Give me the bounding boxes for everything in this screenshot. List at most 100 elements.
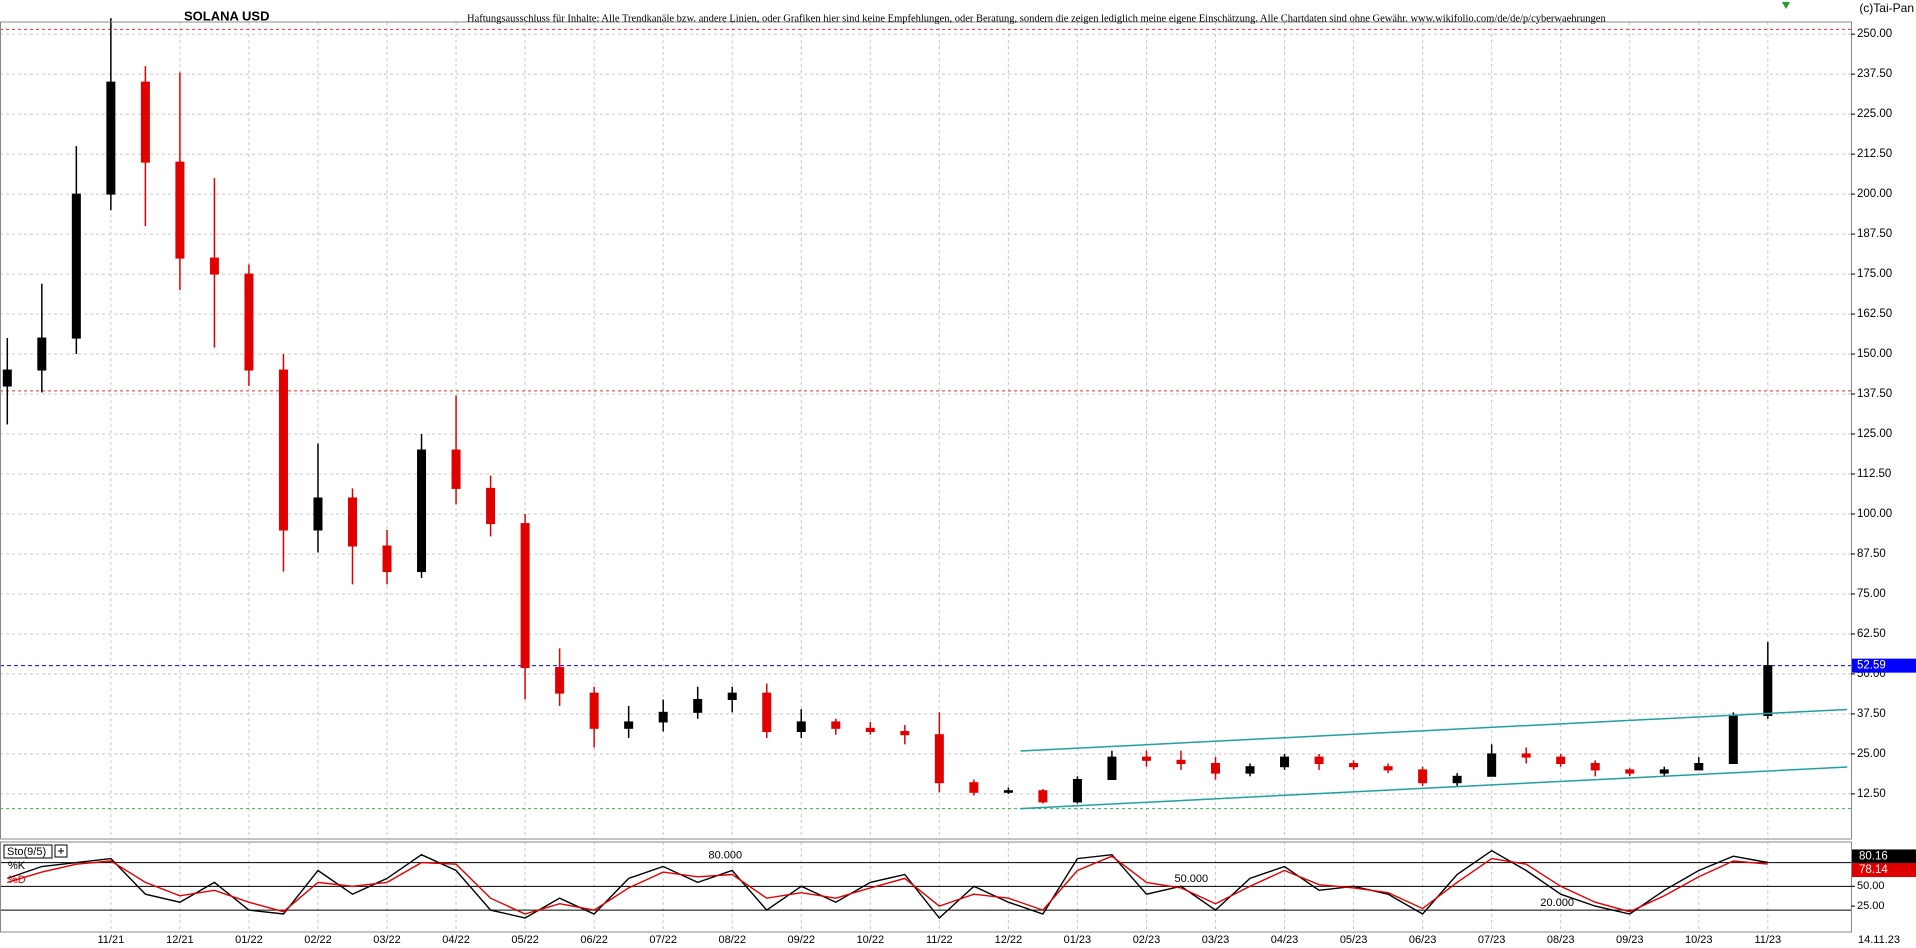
candle-body — [969, 782, 979, 793]
candle-body — [451, 449, 461, 489]
main-pane-frame — [0, 21, 1852, 840]
value-box-label: 78.14 — [1859, 864, 1888, 876]
candle-body — [313, 497, 323, 531]
x-tick-label: 11/22 — [926, 934, 953, 946]
candle-body — [555, 667, 565, 694]
x-tick-label: 11/21 — [98, 934, 125, 946]
y-tick-label: 162.50 — [1857, 308, 1892, 320]
x-tick-label: 10/22 — [857, 934, 885, 946]
y-tick-label: 75.00 — [1857, 588, 1886, 600]
x-tick-label: 07/23 — [1478, 934, 1506, 946]
y-tick-label: 150.00 — [1857, 348, 1892, 360]
y-tick-label: 187.50 — [1857, 228, 1892, 240]
candle-body — [71, 193, 81, 339]
chart-title: SOLANA USD — [184, 8, 269, 23]
level-label: 80.000 — [708, 849, 742, 861]
y-tick-label: 25.00 — [1857, 900, 1885, 912]
y-tick-label: 87.50 — [1857, 548, 1886, 560]
candle-body — [831, 721, 841, 729]
candle-body — [106, 81, 116, 195]
candle-body — [37, 337, 47, 371]
indicator-title: Sto(9/5) — [7, 846, 46, 858]
candle-body — [382, 545, 392, 573]
x-tick-label: 04/22 — [442, 934, 470, 946]
y-tick-label: 200.00 — [1857, 188, 1892, 200]
grid-layer — [0, 22, 1851, 932]
candle-body — [658, 711, 668, 723]
x-tick-label: 01/22 — [235, 934, 263, 946]
y-tick-label: 12.50 — [1857, 788, 1886, 800]
candle-body — [486, 487, 496, 525]
x-tick-label: 03/23 — [1202, 934, 1230, 946]
y-tick-label: 250.00 — [1857, 28, 1892, 40]
candle-body — [1003, 790, 1013, 793]
candle-body — [796, 721, 806, 733]
x-tick-label: 05/22 — [511, 934, 539, 946]
candle-body — [520, 523, 530, 669]
candle-body — [1418, 769, 1428, 784]
y-tick-label: 237.50 — [1857, 68, 1892, 80]
candle-body — [1176, 759, 1186, 765]
disclaimer: Haftungsausschluss für Inhalte: Alle Tre… — [467, 13, 1606, 24]
candle-body — [140, 81, 150, 163]
plus-icon — [58, 848, 64, 854]
y-tick-label: 50.00 — [1857, 880, 1885, 892]
x-tick-label: 07/22 — [649, 934, 677, 946]
candle-body — [934, 734, 944, 784]
candle-body — [762, 692, 772, 733]
x-tick-label: 06/23 — [1409, 934, 1437, 946]
x-tick-label: 05/23 — [1340, 934, 1368, 946]
stochastic-line — [7, 849, 1768, 920]
credit: (c)Tai-Pan — [1859, 1, 1914, 15]
x-tick-label: 06/22 — [580, 934, 608, 946]
candle-body — [1728, 715, 1738, 765]
candle-body — [1072, 779, 1082, 803]
candle-body — [1314, 756, 1324, 765]
x-tick-label: 09/22 — [787, 934, 815, 946]
x-tick-label: 10/23 — [1685, 934, 1713, 946]
candle-body — [1487, 753, 1497, 777]
x-tick-label: 02/23 — [1133, 934, 1161, 946]
candle-body — [1211, 763, 1220, 774]
last-date: 14.11.23 — [1858, 934, 1900, 946]
sub-pane-frame — [0, 841, 1852, 933]
trend-line — [1020, 766, 1848, 810]
candle-body — [417, 449, 427, 573]
y-tick-label: 62.50 — [1857, 628, 1886, 640]
legend-entry: %D — [8, 874, 26, 886]
y-tick-label: 25.00 — [1857, 748, 1886, 760]
candle-body — [1383, 766, 1393, 771]
candle-body — [589, 692, 599, 729]
candle-body — [209, 257, 219, 275]
x-tick-label: 08/23 — [1547, 934, 1575, 946]
y-tick-label: 125.00 — [1857, 428, 1892, 440]
candle-body — [278, 369, 288, 531]
y-tick-label: 175.00 — [1857, 268, 1892, 280]
value-box — [1852, 863, 1916, 878]
y-tick-label: 100.00 — [1857, 508, 1892, 520]
candle-body — [1141, 756, 1151, 761]
candle-body — [865, 727, 875, 733]
y-tick-label: 112.50 — [1857, 468, 1891, 480]
x-tick-label: 12/21 — [166, 934, 194, 946]
candle-body — [1452, 775, 1462, 784]
candle-body — [2, 369, 12, 387]
candle-body — [1349, 763, 1359, 768]
x-tick-label: 12/22 — [995, 934, 1023, 946]
candle-body — [1556, 756, 1566, 765]
value-box — [1852, 849, 1916, 864]
candle-body — [1245, 766, 1255, 774]
stochastic-line — [7, 855, 1768, 915]
candle-body — [727, 692, 737, 701]
candle-body — [1280, 756, 1290, 768]
candle-body — [244, 273, 254, 371]
candle-body — [348, 497, 357, 547]
x-tick-label: 08/22 — [718, 934, 746, 946]
y-tick-label: 137.50 — [1857, 388, 1892, 400]
last-price-label: 52.59 — [1857, 660, 1886, 672]
x-tick-label: 11/23 — [1754, 934, 1781, 946]
x-tick-label: 03/22 — [373, 934, 401, 946]
candle-body — [693, 699, 703, 713]
candle-body — [1107, 756, 1117, 781]
